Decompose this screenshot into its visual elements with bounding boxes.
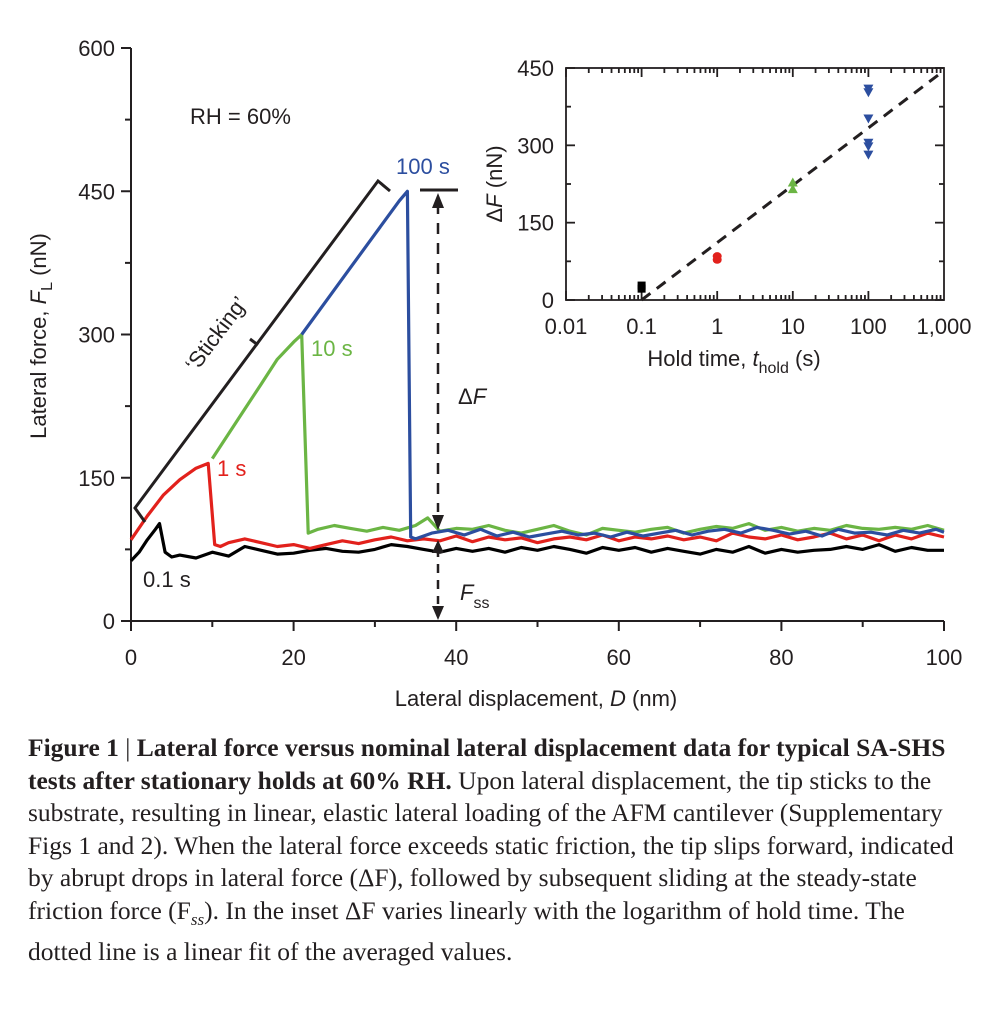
caption-title: Lateral force versus nominal lateral dis…	[28, 733, 946, 795]
inset-point-circle	[712, 252, 722, 261]
inset-point-triangle-up	[787, 177, 798, 187]
main-y-axis-title: Lateral force, FL (nN)	[26, 233, 56, 439]
delta-f-arrow	[420, 188, 458, 620]
series-label-0.1s: 0.1 s	[143, 567, 191, 592]
inset-y-tick-label: 0	[542, 288, 554, 313]
inset-point-triangle-down	[863, 150, 874, 160]
inset-x-tick-label: 0.01	[545, 314, 588, 339]
main-x-tick-label: 0	[125, 645, 137, 670]
inset-x-axis-title: Hold time, thold (s)	[647, 346, 820, 377]
caption-separator: |	[125, 733, 131, 762]
series-line-0.1s	[129, 521, 944, 562]
inset-x-tick-label: 1,000	[916, 314, 971, 339]
caption-figure-number: Figure 1	[28, 733, 119, 762]
main-x-tick-label: 60	[607, 645, 631, 670]
inset-tick-labels: 0.01 0.1 1 10 100 1,000 0 150 300 450	[517, 56, 971, 339]
figure-caption: Figure 1 | Lateral force versus nominal …	[28, 732, 973, 969]
inset-y-axis-title: ΔF (nN)	[482, 145, 507, 222]
inset-y-tick-label: 300	[517, 133, 554, 158]
caption-sub: ss	[190, 909, 205, 929]
series-line-1s	[129, 461, 945, 551]
inset-point-triangle-down	[863, 84, 874, 94]
series-label-10s: 10 s	[311, 336, 353, 361]
main-y-tick-label: 0	[103, 609, 115, 634]
series-line-10s	[210, 332, 945, 537]
inset-x-tick-label: 10	[781, 314, 805, 339]
fss-label: Fss	[460, 580, 489, 612]
caption-body: Upon lateral displacement, the tip stick…	[28, 765, 954, 925]
inset-y-tick-label: 150	[517, 211, 554, 236]
main-series	[129, 189, 945, 562]
main-y-tick-label: 300	[78, 323, 115, 348]
main-x-tick-label: 20	[281, 645, 305, 670]
main-y-tick-label: 150	[78, 466, 115, 491]
inset-y-tick-label: 450	[517, 56, 554, 81]
delta-f-label: ΔF	[458, 384, 488, 409]
inset-x-tick-label: 1	[711, 314, 723, 339]
caption-body-end: ). In the inset ΔF varies linearly with …	[28, 895, 905, 967]
main-axes	[121, 47, 945, 631]
series-label-100s: 100 s	[396, 154, 450, 179]
main-x-axis-title: Lateral displacement, D (nm)	[395, 686, 677, 711]
inset-x-tick-label: 100	[850, 314, 887, 339]
main-x-tick-label: 100	[926, 645, 963, 670]
inset-points	[637, 84, 874, 293]
inset-background	[566, 68, 944, 300]
inset-point-triangle-down	[863, 138, 874, 148]
inset-point-square	[637, 281, 646, 290]
sticking-bracket	[133, 178, 391, 523]
inset-fit-line	[640, 69, 945, 302]
inset-fit-line-path	[640, 69, 945, 302]
main-x-tick-label: 40	[444, 645, 468, 670]
series-label-1s: 1 s	[217, 456, 246, 481]
rh-annotation: RH = 60%	[190, 104, 291, 129]
main-x-tick-label: 80	[769, 645, 793, 670]
inset-point-triangle-up	[787, 184, 798, 194]
inset-point-triangle-down	[863, 114, 874, 124]
inset-x-tick-label: 0.1	[626, 314, 657, 339]
series-line-100s	[300, 189, 945, 541]
main-y-tick-label: 450	[78, 179, 115, 204]
main-y-tick-label: 600	[78, 36, 115, 61]
